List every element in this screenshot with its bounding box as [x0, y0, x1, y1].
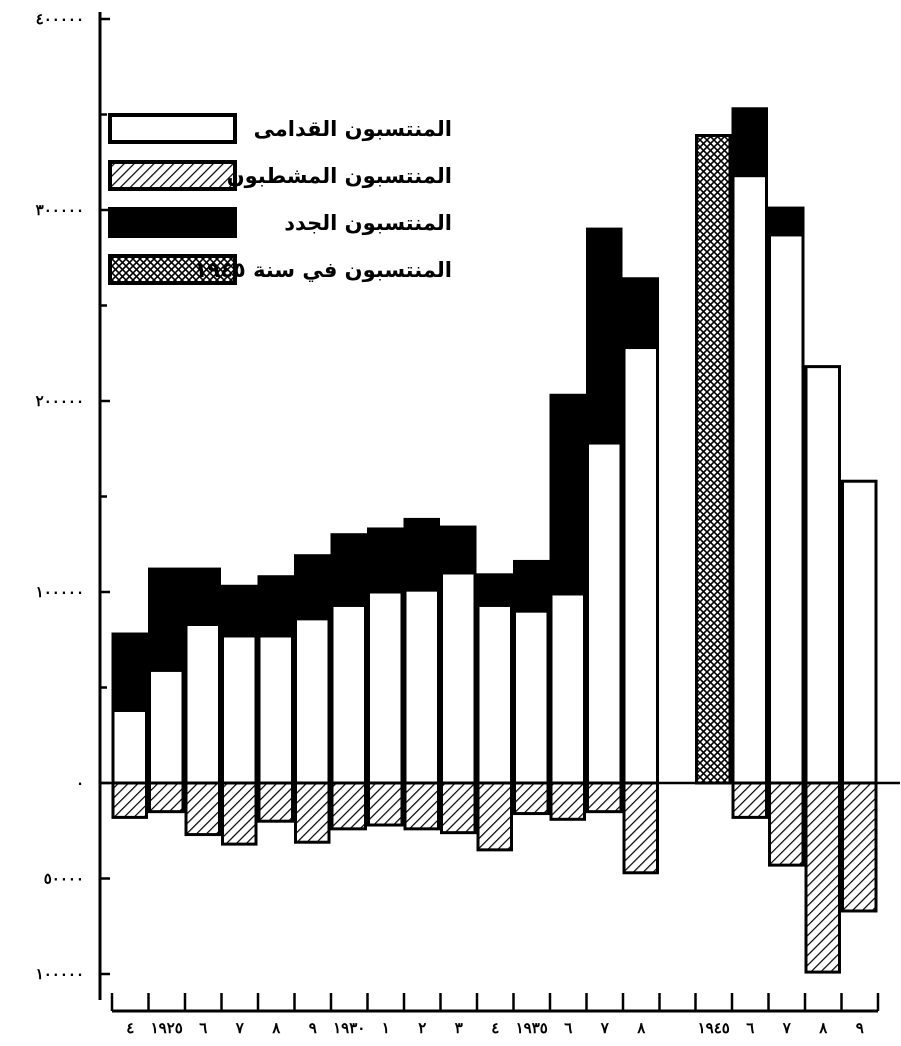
x-tick-label: ٤ — [491, 1019, 499, 1037]
x-tick-label: ٧ — [782, 1019, 792, 1037]
bar-segment-white — [549, 592, 586, 785]
bar-segment-black — [622, 277, 659, 350]
bar-segment-white — [513, 609, 550, 785]
bars-group — [111, 107, 878, 974]
bar-segment-white — [804, 365, 841, 785]
bar-segment-black — [111, 632, 148, 712]
bar-segment-hatched — [622, 781, 659, 875]
bar-segment-black — [403, 517, 440, 592]
bar-segment-white — [622, 346, 659, 785]
bar-segment-white — [841, 479, 878, 785]
x-tick-label: ٦ — [564, 1019, 572, 1037]
bar-segment-hatched — [184, 781, 221, 837]
bar-segment-white — [111, 708, 148, 785]
bar-segment-hatched — [476, 781, 513, 852]
legend-swatch-crosshatched — [108, 254, 237, 285]
bar-segment-hatched — [513, 781, 550, 816]
bar-segment-black — [731, 107, 768, 178]
bar-segment-white — [768, 233, 805, 785]
bar-segment-white — [586, 441, 623, 785]
y-tick-label: ٠ — [76, 774, 84, 792]
bar-segment-black — [476, 573, 513, 607]
bar-segment-white — [221, 634, 258, 785]
legend-label: المنتسبون القدامى — [254, 117, 452, 141]
bar-segment-black — [513, 559, 550, 613]
bar-segment-hatched — [403, 781, 440, 831]
bar-segment-white — [184, 622, 221, 785]
y-tick-label: ٢٠٠٠٠٠ — [36, 392, 84, 410]
bar-segment-black — [221, 584, 258, 638]
bar-segment-white — [403, 588, 440, 785]
bar-segment-black — [148, 567, 185, 672]
x-tick-label: ١٩٣٠ — [333, 1019, 365, 1037]
x-tick-label: ١ — [382, 1019, 390, 1037]
x-tick-label: ٩ — [856, 1019, 864, 1037]
bar-segment-crosshatched — [695, 134, 732, 785]
bar-segment-hatched — [804, 781, 841, 974]
legend-label: المنتسبون في سنة ١٩٤٥ — [194, 258, 452, 282]
x-tick-label: ٦ — [746, 1019, 754, 1037]
legend-label: المنتسبون الجدد — [284, 211, 452, 235]
y-tick-label: ٥٠٠٠٠ — [44, 870, 84, 888]
bar-segment-hatched — [221, 781, 258, 846]
x-tick-label: ٢ — [418, 1019, 426, 1037]
x-tick-label: ٨ — [636, 1019, 646, 1037]
bar-segment-white — [476, 603, 513, 785]
bar-segment-black — [367, 527, 404, 594]
bar-segment-white — [440, 571, 477, 785]
bar-segment-hatched — [294, 781, 331, 844]
bar-segment-white — [294, 617, 331, 785]
x-tick-label: ١٩٤٥ — [698, 1019, 730, 1037]
bar-segment-black — [294, 554, 331, 621]
x-tick-label: ٤ — [126, 1019, 134, 1037]
bar-segment-black — [184, 567, 221, 626]
bar-segment-hatched — [330, 781, 367, 831]
x-tick-label: ٩ — [309, 1019, 317, 1037]
legend-swatch-hatched — [108, 160, 237, 191]
bar-segment-black — [440, 525, 477, 575]
bar-segment-white — [330, 603, 367, 785]
legend-swatch-black — [108, 207, 237, 238]
bar-segment-hatched — [549, 781, 586, 821]
bar-segment-white — [731, 174, 768, 785]
x-tick-label: ٨ — [271, 1019, 281, 1037]
x-tick-label: ٧ — [235, 1019, 245, 1037]
y-tick-label: ٣٠٠٠٠٠ — [36, 201, 84, 219]
bar-segment-hatched — [257, 781, 294, 823]
x-tick-label: ١٩٣٥ — [516, 1019, 548, 1037]
legend-swatch-white — [108, 113, 237, 144]
bar-segment-hatched — [841, 781, 878, 913]
y-tick-label: ٤٠٠٠٠٠ — [36, 10, 84, 28]
bar-segment-hatched — [148, 781, 185, 814]
bar-segment-hatched — [586, 781, 623, 814]
x-tick-label: ٨ — [818, 1019, 828, 1037]
legend: المنتسبون القدامى المنتسبون المشطبون المنت… — [108, 113, 452, 285]
x-tick-label: ١٩٢٥ — [151, 1019, 183, 1037]
x-tick-label: ٦ — [199, 1019, 207, 1037]
bar-segment-black — [586, 227, 623, 445]
bar-segment-hatched — [440, 781, 477, 835]
bar-segment-hatched — [111, 781, 148, 819]
bar-segment-black — [768, 206, 805, 237]
x-tick-label: ٣ — [455, 1019, 463, 1037]
bar-segment-white — [257, 634, 294, 785]
bar-segment-hatched — [731, 781, 768, 819]
y-tick-label: ١٠٠٠٠٠ — [36, 965, 84, 983]
bar-segment-hatched — [768, 781, 805, 867]
y-tick-label: ١٠٠٠٠٠ — [36, 583, 84, 601]
bar-segment-black — [257, 575, 294, 638]
bar-segment-black — [330, 533, 367, 607]
legend-label: المنتسبون المشطبون — [227, 164, 452, 188]
bar-segment-white — [367, 590, 404, 785]
x-tick-label: ٧ — [600, 1019, 610, 1037]
bar-segment-hatched — [367, 781, 404, 827]
bar-segment-black — [549, 393, 586, 596]
bar-segment-white — [148, 668, 185, 785]
